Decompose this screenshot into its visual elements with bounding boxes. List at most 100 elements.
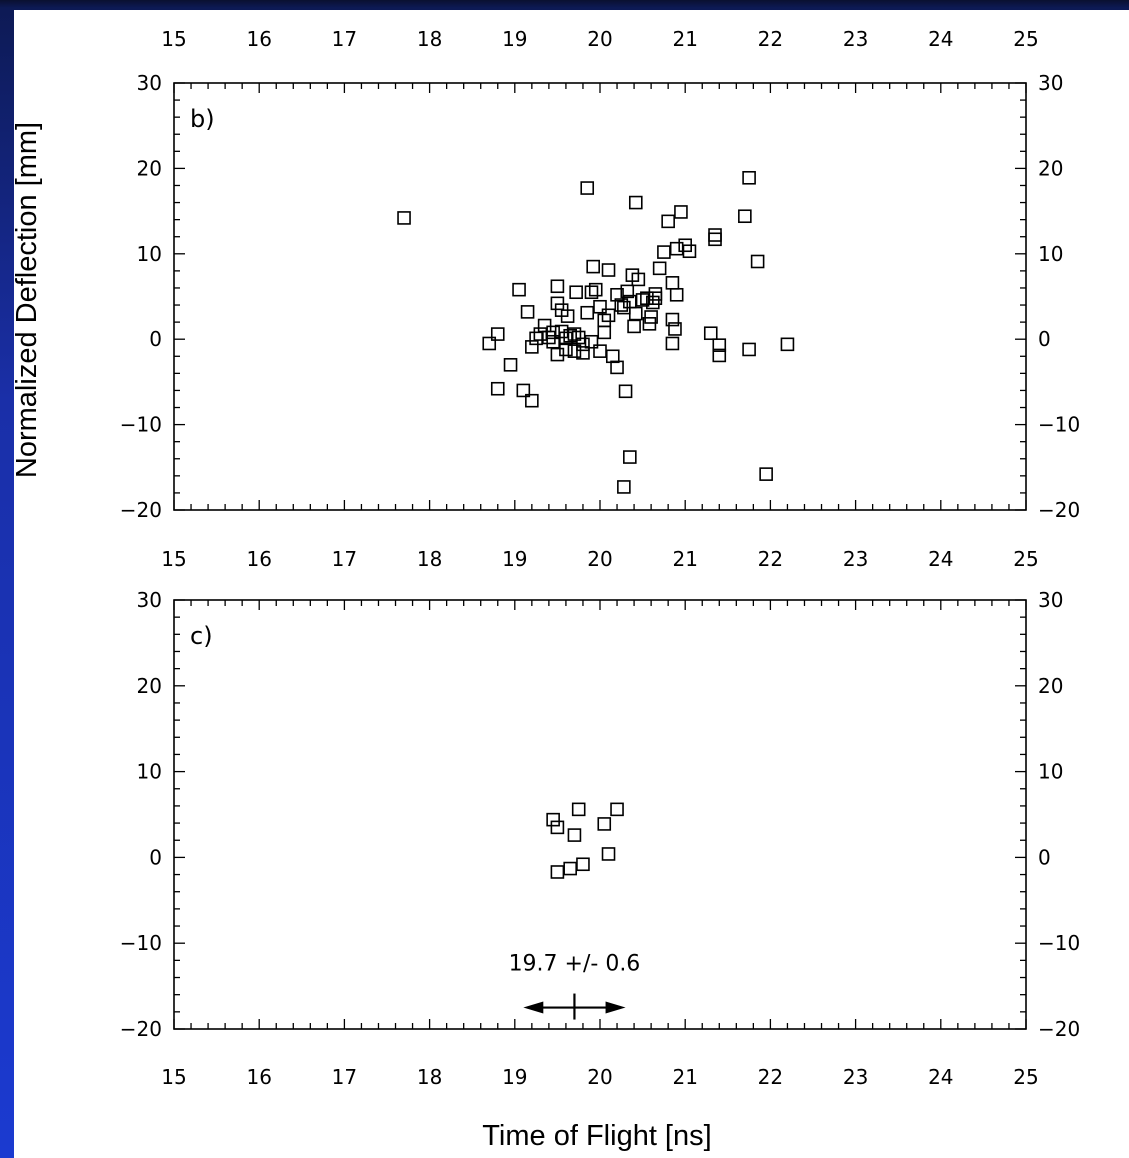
x-tick-label: 24 (928, 1065, 953, 1089)
data-point (628, 306, 643, 321)
data-point (742, 170, 756, 185)
data-point (674, 205, 688, 219)
x-tick-label: 17 (332, 547, 357, 571)
x-tick-label-top: 24 (928, 27, 953, 51)
y-tick-label-left: 20 (137, 674, 162, 698)
data-point (546, 812, 560, 827)
data-point (665, 336, 680, 351)
data-point (567, 828, 582, 842)
data-point (537, 318, 552, 333)
data-point (665, 312, 680, 327)
data-point (610, 287, 624, 302)
figure-panel: 15 15 16 16 17 17 18 18 19 19 20 20 21 21 22 22 23 23 24 24… (14, 10, 1129, 1158)
data-point (550, 279, 565, 294)
data-point (525, 340, 539, 354)
data-point (550, 296, 565, 311)
x-tick-label: 23 (843, 547, 868, 571)
data-point (780, 337, 795, 352)
data-point (610, 360, 624, 375)
x-tick-label-top: 22 (758, 27, 783, 51)
y-tick-label-left: −10 (120, 413, 162, 437)
data-point (490, 381, 505, 396)
data-point (742, 342, 756, 357)
data-point (669, 287, 684, 302)
data-point (631, 272, 646, 287)
y-tick-label-left: 0 (149, 845, 162, 869)
x-tick-label: 18 (417, 1065, 442, 1089)
data-point (646, 295, 660, 310)
range-arrow-right (605, 1001, 626, 1014)
data-point (525, 393, 539, 408)
x-tick-label: 23 (843, 1065, 868, 1089)
x-tick-label: 25 (1013, 547, 1038, 571)
data-point (665, 276, 680, 290)
data-point (601, 847, 616, 861)
y-tick-label-left: −10 (120, 931, 162, 955)
data-point (759, 467, 773, 481)
panel-label: b) (190, 105, 215, 133)
x-tick-label-top: 23 (843, 27, 868, 51)
y-tick-label-left: 0 (149, 327, 162, 351)
y-tick-label-left: 30 (137, 71, 162, 95)
y-tick-label-right: 10 (1038, 760, 1063, 784)
data-point (601, 263, 616, 277)
x-axis-title: Time of Flight [ns] (482, 1120, 711, 1152)
range-annotation-label: 19.7 +/- 0.6 (509, 952, 641, 977)
x-tick-label: 17 (332, 1065, 357, 1089)
data-point (542, 330, 556, 345)
data-point (657, 245, 671, 259)
data-point (503, 358, 518, 372)
data-point (576, 346, 590, 360)
x-tick-label: 19 (502, 547, 527, 571)
data-point (628, 195, 643, 210)
data-point (644, 310, 658, 324)
data-point (567, 327, 582, 341)
y-tick-label-right: 0 (1038, 327, 1051, 351)
data-point (550, 347, 565, 362)
x-tick-label: 18 (417, 547, 442, 571)
x-tick-label: 25 (1013, 1065, 1038, 1089)
data-point (529, 331, 543, 346)
y-tick-label-left: 10 (137, 760, 162, 784)
data-point (614, 298, 629, 312)
x-tick-label-top: 20 (587, 27, 612, 51)
data-point (512, 282, 526, 297)
data-point (682, 244, 697, 259)
data-point (605, 349, 620, 364)
data-point (569, 285, 583, 300)
data-point (567, 344, 582, 358)
data-point (703, 326, 718, 341)
y-tick-label-left: 30 (137, 588, 162, 612)
y-tick-label-left: −20 (120, 1017, 162, 1041)
data-point (708, 232, 722, 247)
data-point (576, 857, 590, 872)
y-tick-label-right: −10 (1038, 931, 1080, 955)
data-point (668, 322, 682, 336)
data-point (669, 241, 684, 256)
x-tick-label: 15 (161, 1065, 186, 1089)
y-tick-label-right: 20 (1038, 674, 1063, 698)
data-point (648, 291, 663, 306)
y-tick-label-left: −20 (120, 498, 162, 522)
x-tick-label: 21 (672, 1065, 697, 1089)
plot-frame (173, 82, 1027, 511)
y-tick-label-right: 0 (1038, 845, 1051, 869)
data-point (750, 254, 765, 269)
data-point (516, 383, 531, 398)
data-point (563, 861, 577, 876)
y-tick-label-left: 20 (137, 156, 162, 180)
data-point (588, 282, 603, 297)
data-point (550, 865, 565, 879)
data-point (580, 305, 595, 320)
x-tick-label: 16 (246, 1065, 271, 1089)
data-point (576, 337, 590, 352)
data-point (738, 209, 752, 224)
data-point (712, 338, 727, 352)
data-point (712, 348, 727, 363)
data-point (546, 325, 560, 340)
data-point (533, 327, 548, 341)
y-tick-label-right: 10 (1038, 242, 1063, 266)
data-point (652, 261, 667, 276)
data-point (597, 325, 612, 340)
data-point (490, 327, 505, 341)
